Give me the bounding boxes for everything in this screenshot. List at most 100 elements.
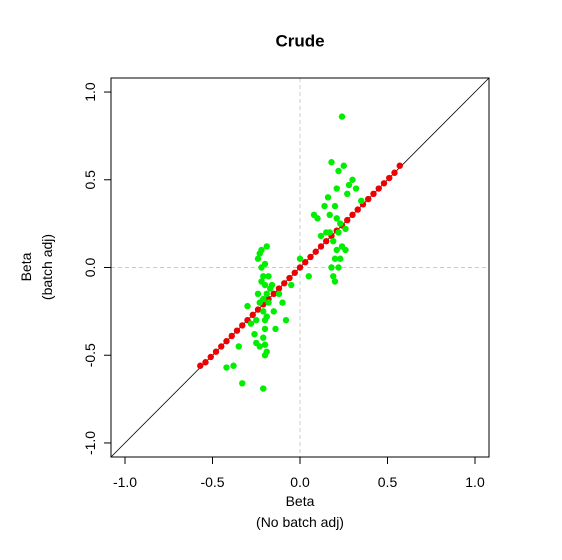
point [223,337,230,345]
point [335,264,342,271]
point [279,299,286,306]
point [317,232,325,240]
point [239,380,246,387]
point [212,348,220,355]
point [344,216,351,224]
point [310,211,318,219]
point [358,197,365,205]
point [326,211,333,219]
point [349,211,356,219]
point [365,195,372,203]
point [324,194,332,201]
point [230,362,237,369]
point [233,327,241,334]
point [286,274,293,282]
point [253,339,260,347]
point [328,159,335,166]
point [338,113,346,120]
point [391,169,398,176]
point [265,299,272,306]
y-axis-label: (batch adj) [39,234,55,300]
y-tick-label: 0.5 [82,170,98,190]
point [288,281,295,289]
point [275,285,283,292]
point [342,246,349,254]
point [223,364,230,371]
point [331,255,339,262]
point [337,255,344,262]
point [261,325,269,333]
point [261,260,269,268]
point [317,243,325,250]
point [254,255,262,262]
point [352,185,360,192]
x-tick-label: -0.5 [200,474,224,490]
point [396,162,403,169]
x-tick-label: 1.0 [465,474,485,490]
point [333,215,340,222]
chart-title: Crude [275,31,324,50]
point [380,180,388,187]
x-tick-label: 0.0 [290,474,310,490]
point [333,185,340,192]
x-tick-label: 0.5 [378,474,398,490]
point [333,246,340,254]
point [386,174,393,182]
point [328,264,335,271]
point [291,269,298,276]
point [349,176,356,183]
point [330,237,337,245]
point [253,316,260,324]
point [272,325,279,333]
y-tick-label: 1.0 [82,82,98,102]
point [260,295,267,303]
point [335,229,342,236]
point [302,259,309,266]
point [247,320,255,327]
point [263,348,270,355]
point [282,316,290,324]
x-axis-label: (No batch adj) [256,514,344,530]
point [239,322,246,329]
point [312,248,319,255]
point [345,181,353,189]
point [281,280,288,287]
point [265,273,272,280]
point [270,290,277,298]
point [270,308,277,315]
point [244,302,251,310]
y-tick-label: -0.5 [82,343,98,367]
point [268,281,276,289]
point [337,220,344,227]
point [326,229,333,236]
point [261,341,269,348]
point [305,273,312,280]
point [260,273,267,280]
point [202,359,209,366]
point [342,225,349,233]
point [207,353,214,361]
point [296,255,304,262]
y-tick-label: -1.0 [82,431,98,455]
point [335,167,342,175]
point [254,306,262,313]
point [254,290,262,298]
point [235,343,242,350]
point [354,206,361,213]
x-axis-label: Beta [286,493,315,509]
point [251,330,258,338]
point [256,250,263,257]
point [323,237,330,245]
point [263,290,270,298]
point [228,332,235,340]
point [197,362,204,369]
point [218,343,225,350]
point [263,243,270,250]
y-axis-label: Beta [18,252,34,281]
point [330,273,337,280]
point [340,162,347,169]
point [370,190,377,198]
point [321,202,328,210]
y-tick-label: 0.0 [82,258,98,278]
